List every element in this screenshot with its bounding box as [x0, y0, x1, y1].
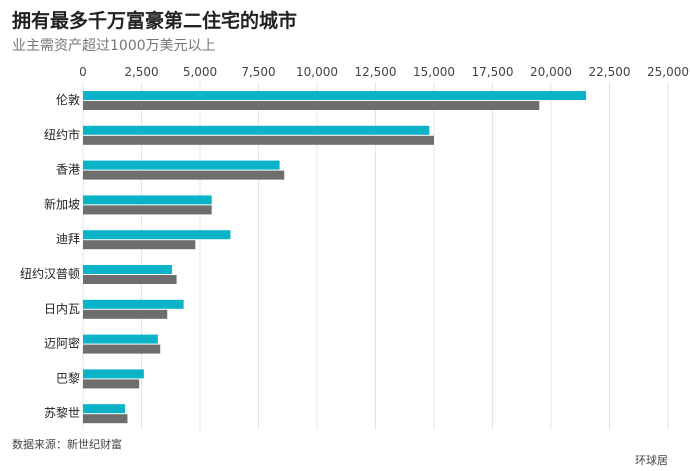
- x-tick-label: 5,000: [183, 65, 217, 79]
- bar-series-a: [83, 369, 144, 379]
- bar-series-b: [83, 379, 140, 389]
- x-tick-labels: 0 2,500 5,000 7,500 10,000 12,500 15,000 17,500…: [79, 65, 689, 79]
- x-tick-label: 20,000: [530, 65, 572, 79]
- bar-series-b: [83, 101, 540, 110]
- bar-series-b: [83, 240, 196, 250]
- brand-label: 环球居: [635, 454, 668, 467]
- bars: [83, 91, 587, 424]
- x-tick-label: 12,500: [355, 65, 397, 79]
- x-tick-label: 7,500: [241, 65, 275, 79]
- bar-series-a: [83, 404, 126, 414]
- category-label: 伦敦: [56, 92, 80, 107]
- bar-series-a: [83, 91, 587, 100]
- bar-series-b: [83, 309, 168, 319]
- bar-series-b: [83, 170, 285, 180]
- category-label: 迈阿密: [44, 336, 80, 351]
- category-label: 纽约汉普顿: [20, 266, 80, 281]
- x-tick-label: 17,500: [472, 65, 514, 79]
- chart-title: 拥有最多千万富豪第二住宅的城市: [12, 10, 298, 32]
- x-tick-label: 15,000: [413, 65, 455, 79]
- category-label: 日内瓦: [44, 302, 80, 316]
- x-tick-label: 22,500: [589, 65, 631, 79]
- bar-series-b: [83, 275, 177, 284]
- x-tick-label: 10,000: [296, 65, 338, 79]
- x-tick-label: 25,000: [647, 65, 689, 79]
- category-label: 苏黎世: [44, 406, 80, 420]
- bar-series-a: [83, 334, 158, 344]
- bar-series-a: [83, 299, 184, 309]
- source-note: 数据来源：新世纪财富: [12, 438, 122, 451]
- bar-series-b: [83, 205, 212, 215]
- category-label: 迪拜: [56, 232, 80, 246]
- chart-subtitle: 业主需资产超过1000万美元以上: [12, 38, 216, 54]
- bar-series-a: [83, 160, 280, 170]
- bar-series-a: [83, 230, 231, 240]
- bar-series-b: [83, 135, 434, 145]
- bar-series-a: [83, 265, 172, 274]
- bar-series-b: [83, 344, 161, 354]
- category-label: 纽约市: [44, 127, 80, 142]
- category-label: 新加坡: [44, 196, 80, 211]
- bar-series-a: [83, 195, 212, 205]
- category-label: 香港: [56, 163, 80, 177]
- bar-series-a: [83, 125, 430, 135]
- category-label: 巴黎: [56, 371, 80, 385]
- x-tick-label: 2,500: [124, 65, 158, 79]
- bar-series-b: [83, 414, 128, 424]
- x-tick-label: 0: [79, 65, 87, 79]
